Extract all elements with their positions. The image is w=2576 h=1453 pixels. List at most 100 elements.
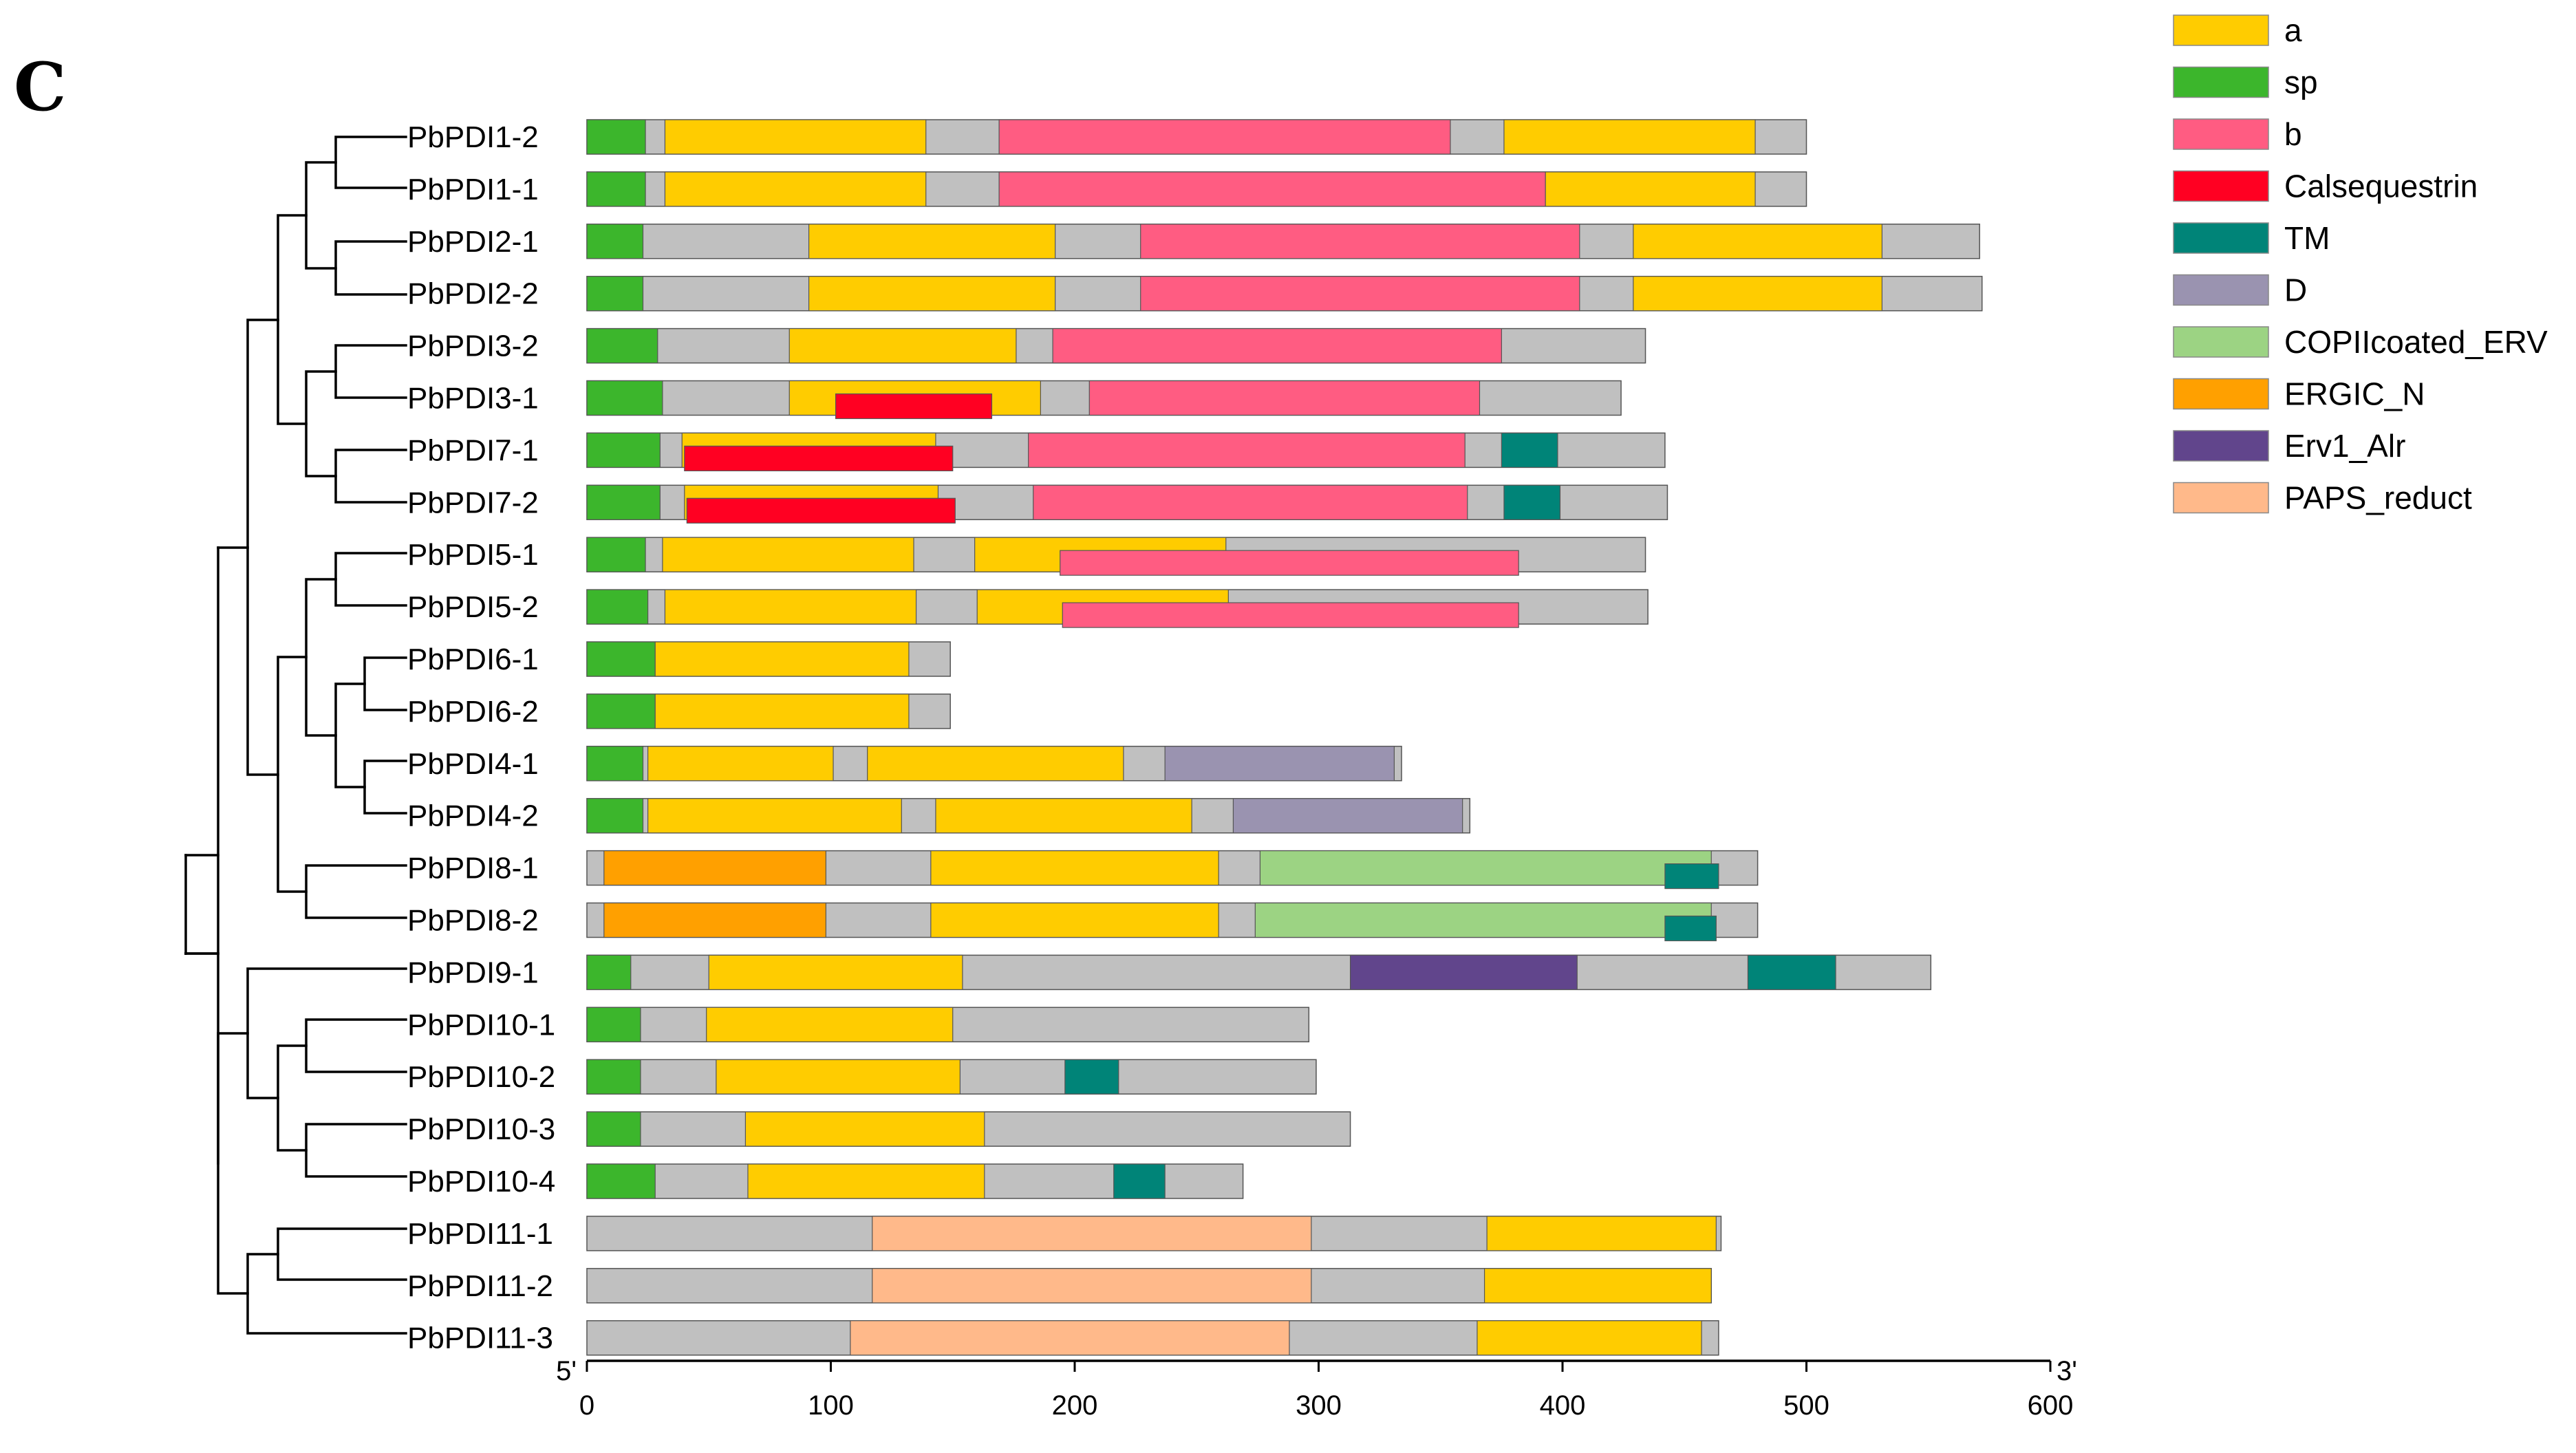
domain-tm — [1501, 432, 1558, 469]
domain-a — [662, 537, 914, 572]
domain-sp — [586, 537, 646, 572]
legend-swatch-calsequestrin — [2173, 170, 2269, 202]
domain-sp — [586, 380, 663, 416]
domain-a — [788, 328, 1017, 364]
domain-paps_reduct — [850, 1320, 1290, 1356]
domain-a — [867, 746, 1124, 782]
legend-swatch-a — [2173, 14, 2269, 46]
protein-label: PbPDI7-1 — [407, 433, 539, 467]
domain-a — [744, 1111, 985, 1147]
protein-bar — [586, 1163, 1244, 1199]
protein-label: PbPDI6-1 — [407, 643, 539, 676]
legend-swatch-paps_reduct — [2173, 482, 2269, 514]
domain-a — [1545, 171, 1756, 207]
protein-label: PbPDI2-1 — [407, 225, 539, 259]
domain-b — [1060, 550, 1519, 576]
protein-label: PbPDI4-2 — [407, 799, 539, 833]
domain-paps_reduct — [872, 1216, 1312, 1251]
domain-sp — [586, 171, 646, 207]
domain-a — [654, 693, 910, 729]
legend-swatch-erv1_alr — [2173, 430, 2269, 462]
protein-label: PbPDI1-1 — [407, 173, 539, 206]
domain-sp — [586, 119, 646, 155]
protein-bar — [586, 1216, 1722, 1251]
domain-a — [647, 798, 902, 834]
domain-sp — [586, 484, 661, 520]
domain-a — [664, 171, 927, 207]
protein-label: PbPDI10-2 — [407, 1060, 555, 1094]
legend-label: TM — [2284, 220, 2330, 256]
domain-a — [1503, 119, 1756, 155]
domain-a — [706, 1007, 954, 1042]
domain-b — [1140, 224, 1580, 259]
domain-a — [747, 1163, 985, 1199]
legend-swatch-copiicoated_erv — [2173, 326, 2269, 358]
domain-a — [930, 850, 1219, 886]
phylogenetic-tree — [184, 136, 407, 1335]
domain-calsequestrin — [684, 445, 954, 472]
domain-sp — [586, 1111, 641, 1147]
legend-swatch-ergic_n — [2173, 378, 2269, 410]
domain-a — [930, 902, 1219, 938]
legend-label: sp — [2284, 65, 2318, 100]
protein-bar — [586, 1059, 1317, 1095]
protein-label: PbPDI8-2 — [407, 904, 539, 938]
protein-bar — [586, 537, 1646, 576]
protein-label: PbPDI9-1 — [407, 956, 539, 989]
protein-bar — [586, 275, 1983, 312]
domain-a — [664, 589, 917, 625]
protein-bar — [586, 224, 1980, 259]
legend: a sp b Calsequestrin TM D COPIIcoated_ERV ERGIC… — [2173, 12, 2548, 516]
protein-bar — [586, 746, 1402, 782]
domain-bars — [586, 119, 1983, 1356]
domain-sp — [586, 1163, 656, 1199]
x-tick-label: 400 — [1540, 1390, 1586, 1421]
domain-sp — [586, 1007, 641, 1042]
domain-sp — [586, 276, 644, 312]
protein-label: PbPDI10-4 — [407, 1165, 555, 1198]
protein-label: PbPDI11-2 — [407, 1269, 553, 1303]
domain-ergic_n — [603, 850, 827, 886]
protein-label: PbPDI4-1 — [407, 747, 539, 781]
domain-ergic_n — [603, 902, 827, 938]
legend-label: a — [2284, 12, 2302, 48]
legend-label: Erv1_Alr — [2284, 428, 2405, 464]
domain-sp — [586, 641, 656, 677]
protein-bar — [586, 380, 1622, 420]
domain-copiicoated_erv — [1259, 850, 1712, 886]
legend-label: b — [2284, 116, 2302, 152]
domain-a — [716, 1059, 960, 1095]
protein-bar — [586, 641, 951, 677]
legend-label: Calsequestrin — [2284, 169, 2478, 204]
x-tick-label: 500 — [1783, 1390, 1829, 1421]
domain-d — [1164, 746, 1395, 782]
domain-b — [998, 171, 1546, 207]
domain-sp — [586, 328, 658, 364]
legend-label: COPIIcoated_ERV — [2284, 324, 2548, 360]
protein-label: PbPDI8-1 — [407, 852, 539, 885]
protein-label: PbPDI7-2 — [407, 486, 539, 519]
protein-bar — [586, 432, 1666, 472]
protein-bar — [586, 1268, 1712, 1304]
domain-tm — [1664, 915, 1717, 942]
domain-tm — [1747, 954, 1836, 991]
domain-d — [1232, 798, 1463, 834]
legend-swatch-tm — [2173, 222, 2269, 254]
protein-label: PbPDI5-1 — [407, 538, 539, 572]
legend-label: ERGIC_N — [2284, 376, 2425, 412]
protein-labels: PbPDI1-2 PbPDI1-1 PbPDI2-1 PbPDI2-2 PbPDI3-2… — [407, 120, 555, 1355]
domain-a — [1633, 224, 1882, 259]
domain-a — [664, 119, 927, 155]
protein-bar — [586, 850, 1759, 890]
domain-a — [708, 954, 963, 991]
domain-a — [1483, 1268, 1712, 1304]
domain-a — [808, 276, 1056, 312]
x-tick-label: 100 — [808, 1390, 854, 1421]
panel-label: C — [14, 48, 66, 126]
protein-label: PbPDI3-2 — [407, 330, 539, 363]
domain-sp — [586, 746, 644, 782]
protein-label: PbPDI5-2 — [407, 590, 539, 624]
domain-sp — [586, 1059, 641, 1095]
axis-end-label: 3' — [2057, 1356, 2077, 1386]
protein-bar — [586, 119, 1807, 155]
